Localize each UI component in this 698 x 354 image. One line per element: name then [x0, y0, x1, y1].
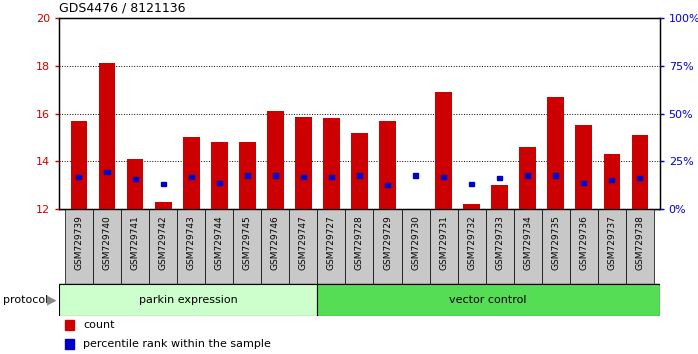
Bar — [542, 209, 570, 284]
Bar — [609, 178, 614, 183]
Bar — [626, 209, 654, 284]
Bar — [554, 173, 558, 178]
Bar — [318, 209, 346, 284]
Bar — [429, 209, 458, 284]
Bar — [575, 125, 593, 209]
Text: GSM729739: GSM729739 — [75, 215, 84, 270]
Bar — [177, 209, 205, 284]
Text: GSM729743: GSM729743 — [186, 215, 195, 270]
Text: GSM729733: GSM729733 — [495, 215, 504, 270]
Bar — [463, 204, 480, 209]
Bar — [121, 209, 149, 284]
Bar — [126, 159, 144, 209]
Text: GSM729729: GSM729729 — [383, 215, 392, 270]
Bar — [66, 320, 74, 330]
Text: GSM729747: GSM729747 — [299, 215, 308, 270]
Text: GSM729746: GSM729746 — [271, 215, 280, 270]
Bar — [295, 117, 312, 209]
Text: GSM729736: GSM729736 — [579, 215, 588, 270]
Bar — [155, 202, 172, 209]
Bar — [245, 173, 250, 178]
Bar — [93, 209, 121, 284]
Bar — [379, 121, 396, 209]
Bar — [211, 142, 228, 209]
Bar — [547, 97, 564, 209]
Text: GSM729730: GSM729730 — [411, 215, 420, 270]
Bar — [161, 182, 165, 186]
Bar — [205, 209, 233, 284]
Bar — [514, 209, 542, 284]
Bar — [357, 173, 362, 178]
Bar — [216, 181, 222, 185]
Bar — [632, 135, 648, 209]
Bar — [66, 339, 74, 349]
Bar — [413, 173, 418, 178]
Text: GSM729740: GSM729740 — [103, 215, 112, 270]
Bar — [59, 284, 317, 316]
Text: ▶: ▶ — [47, 293, 57, 307]
Bar — [526, 173, 530, 178]
Bar — [491, 185, 508, 209]
Bar — [385, 183, 390, 187]
Text: parkin expression: parkin expression — [139, 295, 237, 305]
Bar — [233, 209, 261, 284]
Bar — [346, 209, 373, 284]
Bar — [65, 209, 93, 284]
Text: GDS4476 / 8121136: GDS4476 / 8121136 — [59, 1, 186, 15]
Bar — [373, 209, 401, 284]
Bar — [637, 176, 642, 180]
Text: GSM729745: GSM729745 — [243, 215, 252, 270]
Text: GSM729738: GSM729738 — [635, 215, 644, 270]
Text: GSM729735: GSM729735 — [551, 215, 560, 270]
Bar — [273, 173, 278, 178]
Text: GSM729728: GSM729728 — [355, 215, 364, 270]
Text: GSM729734: GSM729734 — [524, 215, 533, 270]
Bar — [604, 154, 621, 209]
Bar — [581, 181, 586, 185]
Bar — [239, 142, 255, 209]
Text: GSM729741: GSM729741 — [131, 215, 140, 270]
Bar — [497, 176, 503, 180]
Bar — [149, 209, 177, 284]
Bar — [267, 111, 283, 209]
Bar — [105, 170, 110, 174]
Bar — [469, 182, 474, 186]
Text: protocol: protocol — [3, 295, 49, 305]
Text: GSM729732: GSM729732 — [467, 215, 476, 270]
Bar — [301, 175, 306, 179]
Text: GSM729737: GSM729737 — [607, 215, 616, 270]
Bar — [70, 121, 87, 209]
Bar — [570, 209, 598, 284]
Text: vector control: vector control — [450, 295, 527, 305]
Bar — [486, 209, 514, 284]
Text: GSM729744: GSM729744 — [215, 215, 224, 270]
Text: count: count — [83, 320, 115, 330]
Bar — [401, 209, 429, 284]
Bar — [77, 175, 82, 179]
Bar — [441, 175, 446, 179]
Bar — [519, 147, 536, 209]
Bar — [317, 284, 660, 316]
Bar — [436, 92, 452, 209]
Text: GSM729727: GSM729727 — [327, 215, 336, 270]
Bar — [598, 209, 626, 284]
Bar — [329, 175, 334, 179]
Bar — [183, 137, 200, 209]
Bar — [133, 177, 138, 181]
Bar — [98, 63, 115, 209]
Text: GSM729731: GSM729731 — [439, 215, 448, 270]
Bar — [458, 209, 486, 284]
Text: GSM729742: GSM729742 — [158, 215, 168, 270]
Text: percentile rank within the sample: percentile rank within the sample — [83, 339, 272, 349]
Bar — [188, 175, 193, 179]
Bar — [261, 209, 290, 284]
Bar — [290, 209, 318, 284]
Bar — [323, 118, 340, 209]
Bar — [351, 133, 368, 209]
